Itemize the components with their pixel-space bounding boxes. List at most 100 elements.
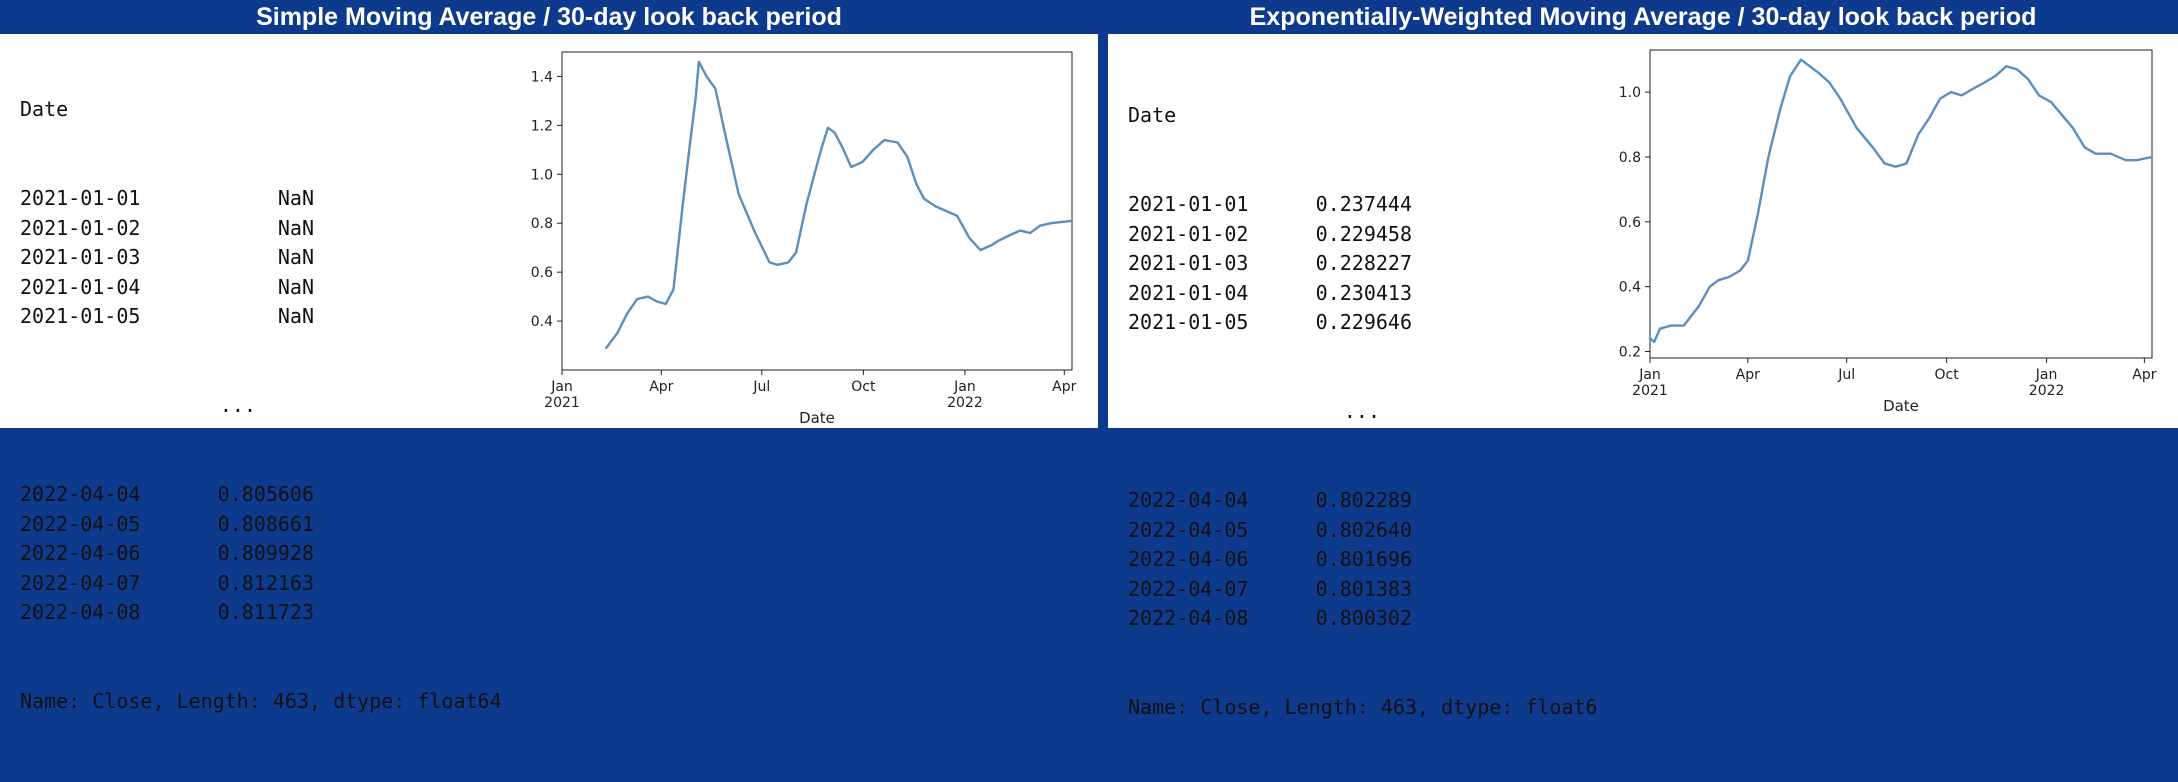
ewma-panel-title: Exponentially-Weighted Moving Average / …: [1108, 0, 2178, 34]
y-tick-label: 0.8: [531, 216, 553, 232]
sma-output-text: Date 2021-01-01 NaN 2021-01-02 NaN 2021-01-0…: [20, 36, 530, 776]
series-row-value: 0.237444: [1278, 190, 1412, 220]
y-tick-label: 0.4: [531, 314, 553, 330]
x-tick-label: Jan: [1638, 367, 1661, 383]
ewma-ellipsis: ...: [1128, 397, 1380, 427]
series-row-date: 2021-01-05: [20, 302, 200, 332]
plot-frame: [562, 52, 1072, 370]
plot-frame: [1650, 50, 2152, 358]
y-tick-label: 1.0: [1619, 85, 1641, 101]
series-row-date: 2022-04-07: [20, 569, 200, 599]
sma-head-rows: 2021-01-01 NaN 2021-01-02 NaN 2021-01-03 NaN 2…: [20, 184, 530, 332]
series-row-date: 2022-04-08: [20, 598, 200, 628]
series-row-date: 2022-04-08: [1128, 604, 1278, 634]
sma-panel-title: Simple Moving Average / 30-day look back…: [0, 0, 1098, 34]
x-tick-label: Apr: [1736, 367, 1760, 383]
series-row-date: 2021-01-02: [1128, 220, 1278, 250]
x-tick-year-label: 2021: [1632, 383, 1668, 399]
bottom-banner-strip: [0, 428, 2178, 446]
y-tick-label: 1.2: [531, 118, 553, 134]
series-row: 2022-04-04 0.802289: [1128, 486, 2168, 516]
y-tick-label: 0.6: [1619, 215, 1641, 231]
x-tick-label: Oct: [1935, 367, 1960, 383]
series-row: 2022-04-05 0.808661: [20, 510, 530, 540]
series-row-date: 2021-01-01: [20, 184, 200, 214]
y-tick-label: 0.4: [1619, 280, 1641, 296]
series-row-value: 0.812163: [200, 569, 314, 599]
series-row: 2021-01-03 NaN: [20, 243, 530, 273]
x-tick-label: Jul: [1837, 367, 1855, 383]
series-row-date: 2022-04-05: [1128, 516, 1278, 546]
series-row: 2021-01-05 NaN: [20, 302, 530, 332]
series-row-date: 2021-01-02: [20, 214, 200, 244]
y-tick-label: 0.8: [1619, 150, 1641, 166]
x-tick-label: Jul: [752, 379, 770, 395]
series-row-value: 0.230413: [1278, 279, 1412, 309]
series-row: 2022-04-06 0.801696: [1128, 545, 2168, 575]
series-row-date: 2021-01-05: [1128, 308, 1278, 338]
series-line: [1650, 60, 2152, 342]
series-row-value: 0.808661: [200, 510, 314, 540]
series-row: 2021-01-04 NaN: [20, 273, 530, 303]
x-tick-label: Jan: [953, 379, 976, 395]
x-axis-label: Date: [1883, 397, 1919, 415]
series-row: 2022-04-04 0.805606: [20, 480, 530, 510]
sma-ellipsis: ...: [20, 391, 256, 421]
series-row-value: 0.228227: [1278, 249, 1412, 279]
ewma-footer: Name: Close, Length: 463, dtype: float6: [1128, 693, 2168, 723]
x-axis-label: Date: [799, 409, 835, 427]
series-row-date: 2022-04-05: [20, 510, 200, 540]
series-row: 2022-04-05 0.802640: [1128, 516, 2168, 546]
x-tick-year-label: 2021: [544, 395, 580, 411]
series-row-value: 0.229458: [1278, 220, 1412, 250]
series-row-date: 2022-04-06: [1128, 545, 1278, 575]
series-row-value: 0.805606: [200, 480, 314, 510]
y-tick-label: 1.0: [531, 167, 553, 183]
series-row-value: 0.802640: [1278, 516, 1412, 546]
series-row-date: 2021-01-03: [20, 243, 200, 273]
y-tick-label: 0.6: [531, 265, 553, 281]
series-row-value: NaN: [200, 243, 314, 273]
series-row: 2021-01-01 NaN: [20, 184, 530, 214]
series-row-date: 2021-01-04: [20, 273, 200, 303]
x-tick-label: Apr: [2132, 367, 2156, 383]
series-row-date: 2022-04-04: [1128, 486, 1278, 516]
x-tick-label: Jan: [550, 379, 573, 395]
series-row-date: 2022-04-07: [1128, 575, 1278, 605]
series-row-date: 2021-01-03: [1128, 249, 1278, 279]
series-row: 2022-04-07 0.801383: [1128, 575, 2168, 605]
series-row-date: 2021-01-01: [1128, 190, 1278, 220]
series-row: 2022-04-08 0.811723: [20, 598, 530, 628]
y-tick-label: 1.4: [531, 69, 553, 85]
series-row-value: 0.801696: [1278, 545, 1412, 575]
series-row-date: 2021-01-04: [1128, 279, 1278, 309]
x-tick-label: Jan: [2035, 367, 2058, 383]
x-tick-year-label: 2022: [947, 395, 983, 411]
ewma-panel: Exponentially-Weighted Moving Average / …: [1108, 0, 2178, 428]
series-row: 2022-04-07 0.812163: [20, 569, 530, 599]
series-row-value: NaN: [200, 184, 314, 214]
series-row-value: 0.800302: [1278, 604, 1412, 634]
sma-index-name: Date: [20, 95, 530, 125]
series-row-value: 0.802289: [1278, 486, 1412, 516]
sma-panel: Simple Moving Average / 30-day look back…: [0, 0, 1098, 428]
series-row-value: 0.809928: [200, 539, 314, 569]
y-tick-label: 0.2: [1619, 345, 1641, 361]
series-row-value: 0.801383: [1278, 575, 1412, 605]
ewma-tail-rows: 2022-04-04 0.802289 2022-04-05 0.802640 2022…: [1128, 486, 2168, 634]
series-line: [606, 62, 1072, 348]
series-row-value: NaN: [200, 214, 314, 244]
x-tick-label: Oct: [851, 379, 876, 395]
sma-tail-rows: 2022-04-04 0.805606 2022-04-05 0.808661 2022…: [20, 480, 530, 628]
x-tick-year-label: 2022: [2029, 383, 2065, 399]
series-row-value: NaN: [200, 273, 314, 303]
series-row: 2022-04-08 0.800302: [1128, 604, 2168, 634]
series-row-value: 0.811723: [200, 598, 314, 628]
series-row: 2021-01-02 NaN: [20, 214, 530, 244]
x-tick-label: Apr: [1052, 379, 1076, 395]
x-tick-label: Apr: [649, 379, 673, 395]
series-row-date: 2022-04-06: [20, 539, 200, 569]
series-row-value: 0.229646: [1278, 308, 1412, 338]
